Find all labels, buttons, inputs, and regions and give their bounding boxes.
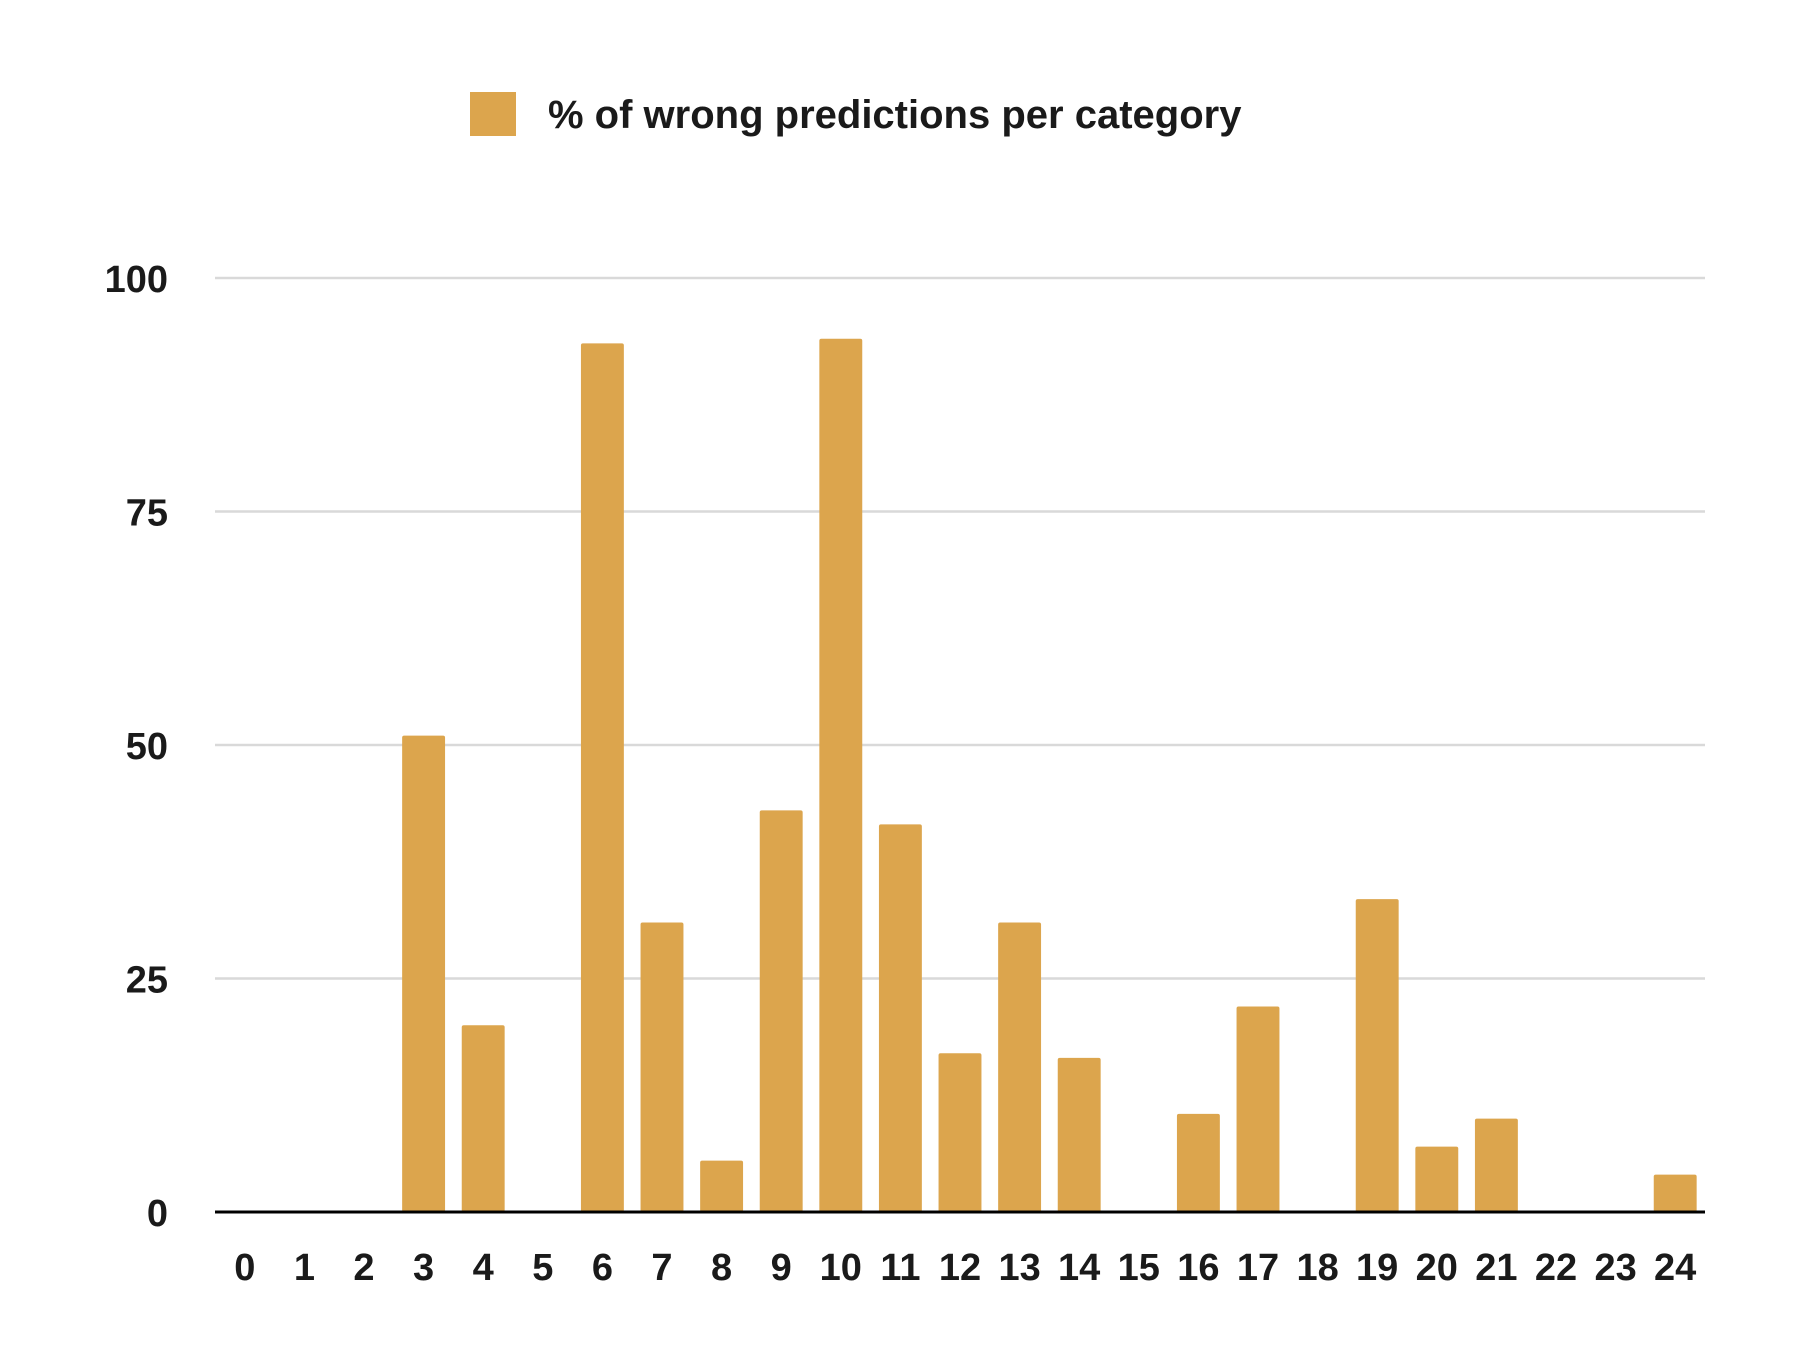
x-tick-label: 4 xyxy=(473,1247,494,1289)
bars xyxy=(402,338,1697,1213)
x-tick-label: 6 xyxy=(592,1247,613,1289)
x-axis-ticks: 0 1 2 3 4 5 6 7 8 9 10 11 12 13 14 15 16 17 18 19 20 21 22 23 24 xyxy=(234,1247,1696,1289)
x-tick-label: 0 xyxy=(234,1247,255,1289)
x-tick-label: 3 xyxy=(413,1247,434,1289)
y-tick-label: 25 xyxy=(126,960,168,1002)
x-tick-label: 23 xyxy=(1594,1247,1636,1289)
bar-8 xyxy=(700,1160,744,1212)
bar-13 xyxy=(998,922,1042,1212)
bar-14 xyxy=(1057,1057,1101,1212)
bar-17 xyxy=(1236,1006,1280,1212)
bar-7 xyxy=(640,922,684,1212)
bar-19 xyxy=(1355,899,1399,1212)
x-tick-label: 18 xyxy=(1296,1247,1338,1289)
gridlines xyxy=(215,276,1705,980)
x-tick-label: 24 xyxy=(1654,1247,1696,1289)
bar-10 xyxy=(819,338,863,1213)
y-tick-label: 100 xyxy=(105,259,168,301)
legend: % of wrong predictions per category xyxy=(470,92,1242,137)
x-tick-label: 10 xyxy=(820,1247,862,1289)
y-tick-label: 50 xyxy=(126,726,168,768)
x-tick-label: 8 xyxy=(711,1247,732,1289)
x-tick-label: 7 xyxy=(651,1247,672,1289)
x-tick-label: 13 xyxy=(998,1247,1040,1289)
x-tick-label: 14 xyxy=(1058,1247,1100,1289)
x-tick-label: 22 xyxy=(1535,1247,1577,1289)
legend-label: % of wrong predictions per category xyxy=(548,93,1242,137)
bar-11 xyxy=(878,824,922,1212)
bar-3 xyxy=(402,735,446,1212)
y-axis-ticks: 0 25 50 75 100 xyxy=(105,259,168,1235)
x-tick-label: 20 xyxy=(1416,1247,1458,1289)
y-tick-label: 75 xyxy=(126,493,168,535)
bar-4 xyxy=(461,1025,505,1212)
bar-6 xyxy=(580,343,624,1212)
x-tick-label: 21 xyxy=(1475,1247,1517,1289)
x-tick-label: 15 xyxy=(1118,1247,1160,1289)
x-tick-label: 2 xyxy=(353,1247,374,1289)
bar-20 xyxy=(1415,1146,1459,1212)
legend-swatch xyxy=(470,92,516,136)
bar-24 xyxy=(1653,1174,1697,1212)
x-tick-label: 17 xyxy=(1237,1247,1279,1289)
x-tick-label: 5 xyxy=(532,1247,553,1289)
y-tick-label: 0 xyxy=(147,1193,168,1235)
x-tick-label: 1 xyxy=(294,1247,315,1289)
x-tick-label: 12 xyxy=(939,1247,981,1289)
bar-9 xyxy=(759,810,803,1212)
x-tick-label: 9 xyxy=(771,1247,792,1289)
x-tick-label: 19 xyxy=(1356,1247,1398,1289)
bar-21 xyxy=(1474,1118,1518,1212)
x-tick-label: 11 xyxy=(880,1247,920,1289)
bar-12 xyxy=(938,1053,982,1212)
x-tick-label: 16 xyxy=(1177,1247,1219,1289)
bar-16 xyxy=(1176,1113,1220,1212)
